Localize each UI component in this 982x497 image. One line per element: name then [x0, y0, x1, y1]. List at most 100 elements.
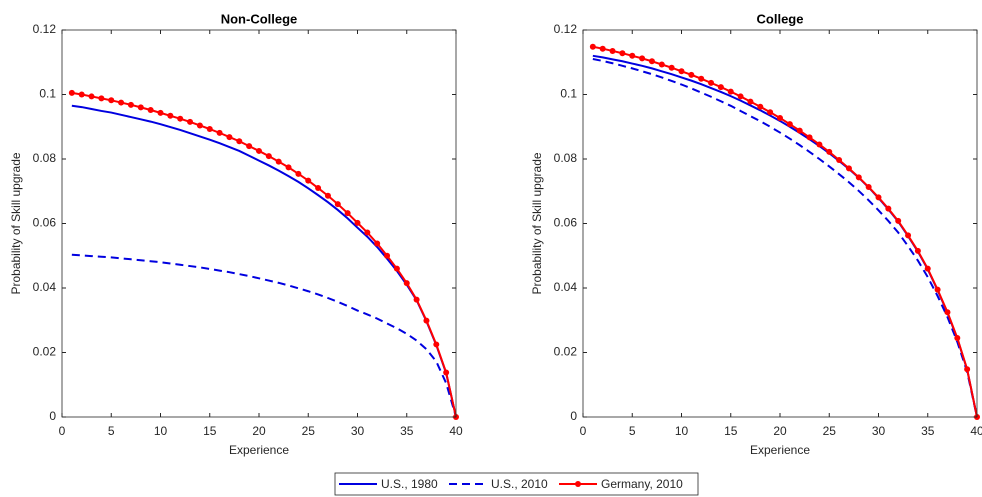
series-line: [71, 253, 457, 418]
point-marker: [137, 104, 144, 111]
x-tick-label: 35: [400, 424, 414, 438]
point-marker: [423, 317, 430, 324]
point-marker: [187, 118, 194, 125]
point-marker: [68, 89, 75, 96]
point-marker: [678, 68, 685, 75]
series-line: [592, 58, 978, 418]
series-line: [71, 91, 457, 418]
point-marker: [275, 158, 282, 165]
legend-label: U.S., 1980: [381, 477, 438, 491]
point-marker: [167, 112, 174, 119]
y-tick-label: 0.1: [560, 87, 577, 101]
plot-area: [62, 30, 456, 417]
y-tick-label: 0: [49, 409, 56, 423]
point-marker: [393, 265, 400, 272]
point-marker: [177, 115, 184, 122]
y-tick-label: 0.02: [554, 345, 578, 359]
point-marker: [88, 93, 95, 100]
point-marker: [885, 205, 892, 212]
point-marker: [796, 127, 803, 134]
point-marker: [108, 97, 115, 104]
x-tick-label: 25: [823, 424, 837, 438]
y-tick-label: 0.02: [33, 345, 57, 359]
point-marker: [118, 99, 125, 106]
series-line: [71, 104, 457, 418]
x-tick-label: 20: [252, 424, 266, 438]
point-marker: [305, 177, 312, 184]
point-marker: [727, 88, 734, 95]
x-tick-label: 0: [59, 424, 66, 438]
point-marker: [196, 122, 203, 129]
x-tick-label: 10: [675, 424, 689, 438]
x-tick-label: 0: [580, 424, 587, 438]
point-marker: [384, 252, 391, 259]
series-line: [592, 45, 978, 418]
x-tick-label: 10: [154, 424, 168, 438]
point-marker: [403, 280, 410, 287]
y-tick-label: 0.04: [33, 280, 57, 294]
point-marker: [374, 240, 381, 247]
point-marker: [443, 369, 450, 376]
point-marker: [216, 129, 223, 136]
point-marker: [285, 164, 292, 171]
y-tick-label: 0.12: [33, 22, 57, 36]
point-marker: [206, 126, 213, 133]
plot-area: [583, 30, 977, 417]
point-marker: [364, 229, 371, 236]
point-marker: [334, 201, 341, 208]
y-tick-label: 0.12: [554, 22, 578, 36]
point-marker: [246, 143, 253, 150]
point-marker: [698, 75, 705, 82]
x-tick-label: 15: [724, 424, 738, 438]
point-marker: [658, 61, 665, 68]
point-marker: [944, 309, 951, 316]
point-marker: [599, 45, 606, 52]
point-marker: [924, 265, 931, 272]
x-tick-label: 25: [302, 424, 316, 438]
chart-title: College: [757, 11, 804, 26]
y-tick-label: 0.08: [33, 151, 57, 165]
legend: U.S., 1980 U.S., 2010 Germany, 2010: [334, 472, 699, 496]
legend-box: [334, 472, 699, 496]
point-marker: [855, 174, 862, 181]
legend-label: Germany, 2010: [601, 477, 683, 491]
point-marker: [836, 156, 843, 163]
point-marker: [236, 138, 243, 145]
x-tick-label: 5: [108, 424, 115, 438]
point-marker: [78, 91, 85, 98]
point-marker: [777, 115, 783, 122]
point-marker: [315, 185, 322, 192]
chart-title: Non-College: [221, 11, 298, 26]
point-marker: [668, 64, 675, 71]
point-marker: [147, 106, 154, 113]
point-marker: [639, 55, 646, 62]
point-marker: [433, 341, 440, 348]
legend-label: U.S., 2010: [491, 477, 548, 491]
point-marker: [98, 95, 105, 102]
point-marker: [619, 50, 626, 57]
point-marker: [629, 52, 636, 59]
x-tick-label: 20: [773, 424, 787, 438]
x-tick-label: 15: [203, 424, 217, 438]
x-axis-label: Experience: [750, 443, 810, 457]
point-marker: [757, 103, 764, 110]
x-tick-label: 30: [351, 424, 365, 438]
point-marker: [708, 79, 715, 86]
point-marker: [914, 247, 921, 254]
point-marker: [226, 134, 233, 141]
x-tick-label: 30: [872, 424, 886, 438]
point-marker: [413, 296, 420, 303]
point-marker: [717, 84, 724, 91]
point-marker: [737, 93, 744, 100]
x-tick-label: 40: [970, 424, 982, 438]
legend-marker: [575, 481, 581, 487]
point-marker: [845, 165, 852, 172]
y-tick-label: 0.04: [554, 280, 578, 294]
point-marker: [747, 98, 754, 105]
point-marker: [127, 101, 134, 108]
point-marker: [324, 192, 331, 199]
point-marker: [875, 194, 882, 201]
point-marker: [806, 134, 813, 141]
